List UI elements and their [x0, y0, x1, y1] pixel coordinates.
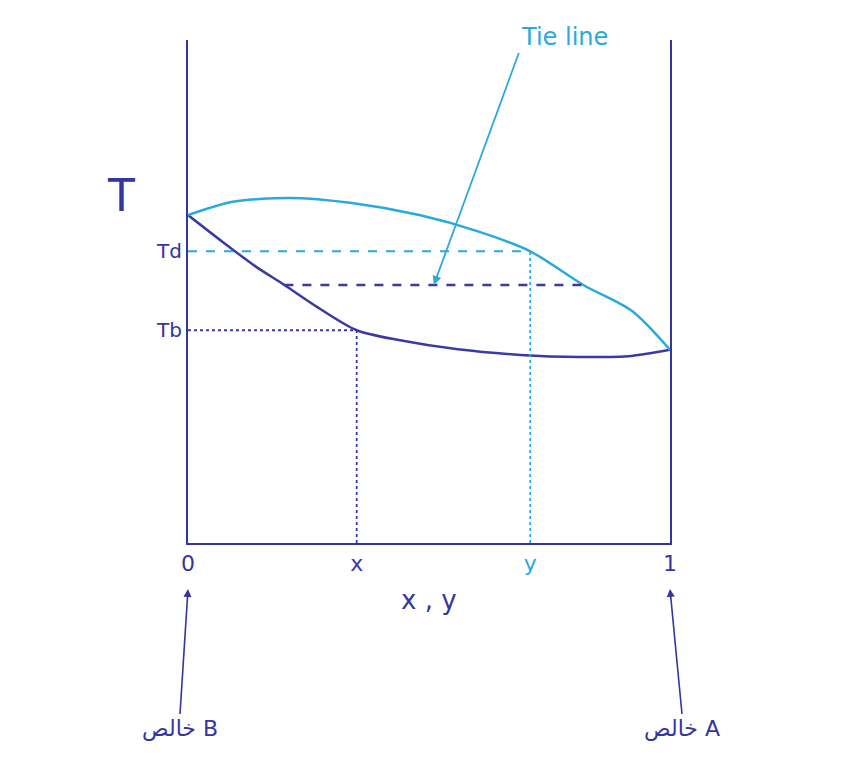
svg-text:0: 0 [181, 551, 195, 576]
svg-text:x , y: x , y [401, 585, 457, 615]
svg-text:x: x [350, 551, 363, 576]
svg-text:y: y [524, 551, 537, 576]
svg-text:Tb: Tb [156, 318, 182, 342]
svg-text:خالص B: خالص B [142, 716, 218, 742]
svg-text:خالص A: خالص A [644, 716, 720, 742]
svg-text:Td: Td [156, 239, 182, 263]
svg-text:Tie line: Tie line [521, 23, 608, 51]
svg-text:T: T [107, 170, 135, 221]
svg-text:1: 1 [663, 551, 677, 576]
